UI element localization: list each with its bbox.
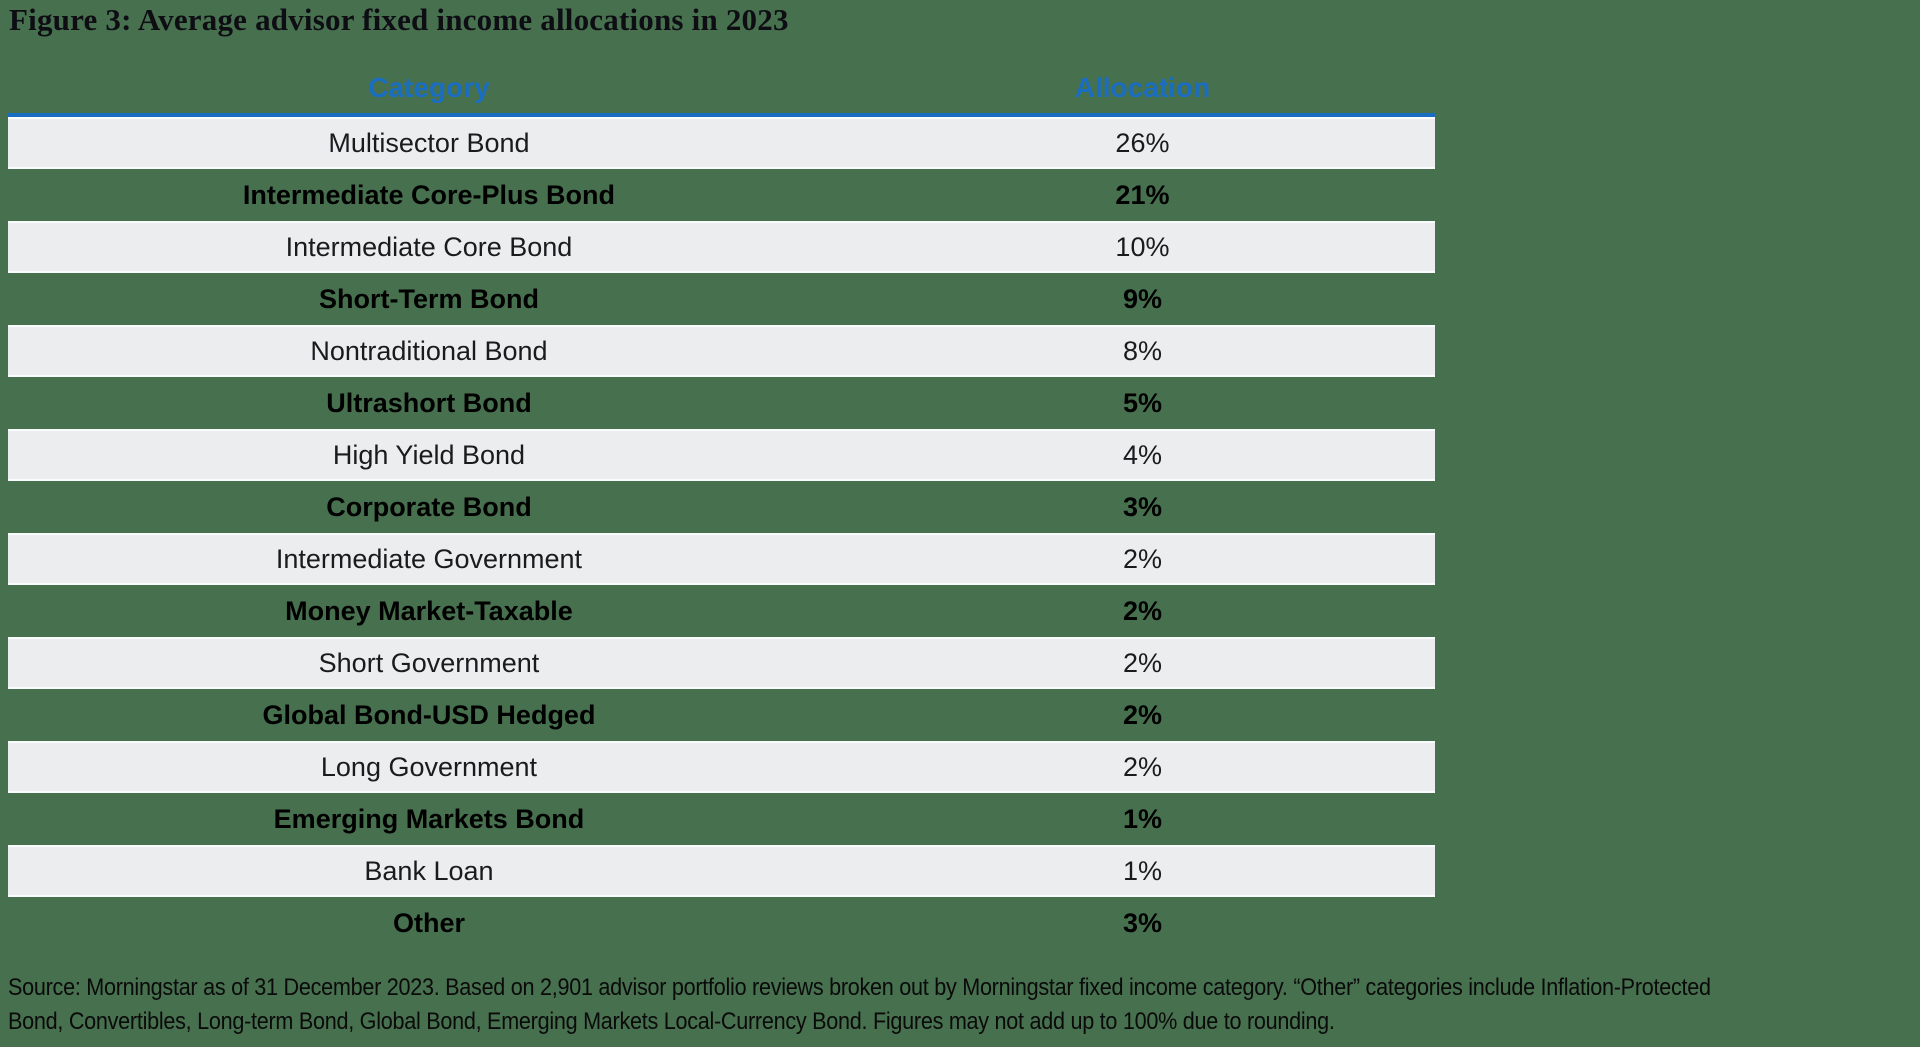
category-cell: Multisector Bond (328, 127, 530, 158)
table-row: Other 3% (8, 897, 1435, 949)
source-note-line-1: Source: Morningstar as of 31 December 20… (8, 974, 1711, 1001)
table-row: Short Government 2% (8, 637, 1435, 689)
category-cell: Other (392, 907, 465, 938)
allocation-cell: 5% (1122, 387, 1162, 418)
table-row: Emerging Markets Bond 1% (8, 793, 1435, 845)
allocation-cell: 21% (1115, 179, 1170, 210)
category-cell: Corporate Bond (326, 491, 532, 522)
allocation-cell: 2% (1122, 647, 1162, 678)
column-header-allocation: Allocation (1074, 72, 1211, 103)
category-cell: Emerging Markets Bond (273, 803, 585, 834)
allocation-cell: 4% (1122, 439, 1162, 470)
table-row: Multisector Bond 26% (8, 117, 1435, 169)
allocation-cell: 1% (1122, 855, 1162, 886)
table-row: Short-Term Bond 9% (8, 273, 1435, 325)
allocation-cell: 2% (1122, 543, 1162, 574)
table-row: Global Bond-USD Hedged 2% (8, 689, 1435, 741)
category-cell: Nontraditional Bond (310, 335, 548, 366)
table-header-row: Category Allocation (8, 55, 1435, 117)
category-cell: Ultrashort Bond (326, 387, 532, 418)
source-note-line-2: Bond, Convertibles, Long-term Bond, Glob… (8, 1008, 1335, 1035)
allocation-cell: 8% (1122, 335, 1162, 366)
category-cell: Short-Term Bond (318, 283, 539, 314)
table-row: Intermediate Core Bond 10% (8, 221, 1435, 273)
table-body: Multisector Bond 26% Intermediate Core-Plu… (8, 117, 1435, 949)
allocation-cell: 9% (1122, 283, 1162, 314)
allocation-table: Category Allocation Multisector Bond 26% I… (8, 55, 1435, 949)
allocation-cell: 3% (1122, 491, 1162, 522)
category-cell: Intermediate Government (275, 543, 583, 574)
figure-title: Figure 3: Average advisor fixed income a… (9, 2, 789, 37)
allocation-cell: 2% (1122, 699, 1162, 730)
allocation-cell: 1% (1122, 803, 1162, 834)
source-note: Source: Morningstar as of 31 December 20… (8, 971, 1711, 1039)
category-cell: High Yield Bond (332, 439, 526, 470)
column-header-category: Category (368, 72, 490, 103)
category-cell: Bank Loan (364, 855, 494, 886)
table-row: Ultrashort Bond 5% (8, 377, 1435, 429)
table-row: Bank Loan 1% (8, 845, 1435, 897)
category-cell: Long Government (320, 751, 538, 782)
allocation-cell: 2% (1122, 595, 1162, 626)
allocation-cell: 2% (1122, 751, 1162, 782)
table-row: Money Market-Taxable 2% (8, 585, 1435, 637)
table-row: Long Government 2% (8, 741, 1435, 793)
category-cell: Intermediate Core Bond (285, 231, 573, 262)
allocation-cell: 3% (1122, 907, 1162, 938)
category-cell: Intermediate Core-Plus Bond (242, 179, 615, 210)
category-cell: Global Bond-USD Hedged (262, 699, 596, 730)
table-row: Intermediate Core-Plus Bond 21% (8, 169, 1435, 221)
allocation-cell: 10% (1115, 231, 1170, 262)
table-row: Intermediate Government 2% (8, 533, 1435, 585)
table-row: Corporate Bond 3% (8, 481, 1435, 533)
table-row: High Yield Bond 4% (8, 429, 1435, 481)
category-cell: Money Market-Taxable (285, 595, 573, 626)
allocation-cell: 26% (1115, 127, 1170, 158)
table-row: Nontraditional Bond 8% (8, 325, 1435, 377)
category-cell: Short Government (318, 647, 540, 678)
